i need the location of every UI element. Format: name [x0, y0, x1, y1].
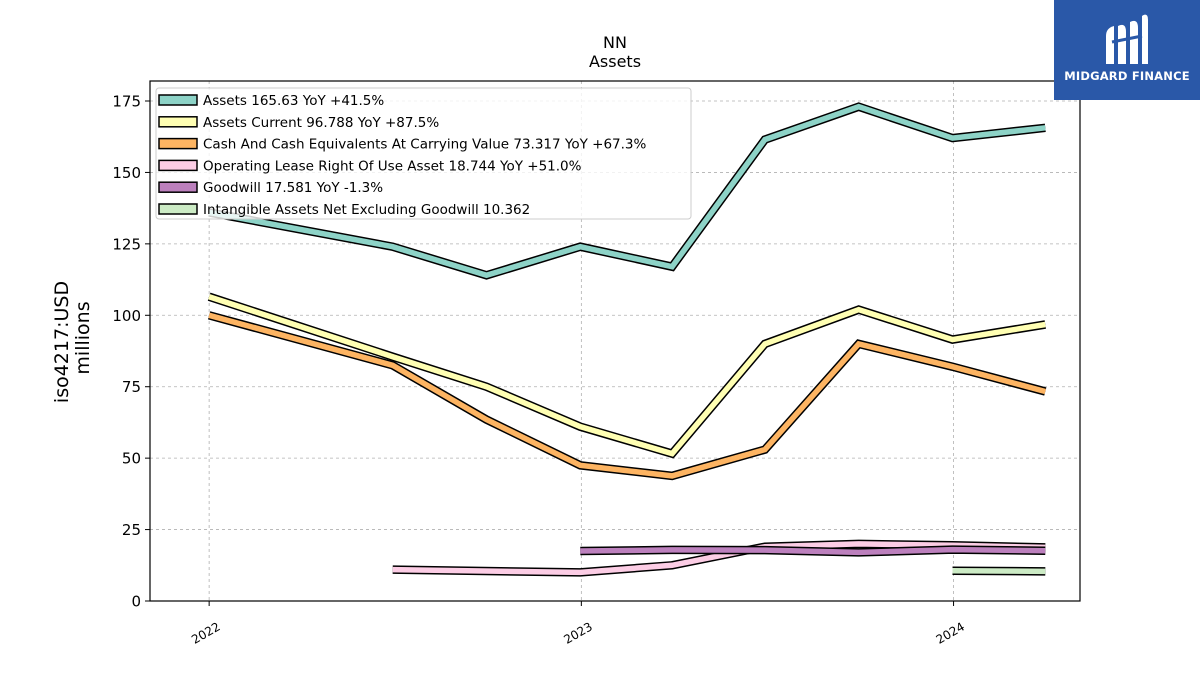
legend-label-intangible-assets-net-excluding-goodwill: Intangible Assets Net Excluding Goodwill…	[203, 202, 530, 218]
y-axis-label: iso4217:USD	[51, 281, 73, 403]
plot-frame	[149, 80, 1081, 602]
chart-title: NN	[603, 33, 627, 52]
x-tick-label: 2024	[934, 619, 967, 646]
y-tick-label: 75	[122, 378, 141, 396]
legend-swatch-intangible-assets-net-excluding-goodwill	[158, 203, 198, 215]
legend-swatch-cash-and-cash-equivalents-at-carrying-value	[158, 137, 198, 150]
y-tick-label: 175	[112, 93, 141, 111]
legend-label-cash-and-cash-equivalents-at-carrying-value: Cash And Cash Equivalents At Carrying Va…	[203, 137, 647, 153]
y-axis-label-units: millions	[72, 301, 94, 374]
legend-swatch-assets-current	[158, 116, 198, 128]
legend-label-assets-current: Assets Current 96.788 YoY +87.5%	[203, 115, 439, 131]
chart-subtitle: Assets	[589, 52, 641, 71]
x-tick-label: 2022	[189, 619, 222, 646]
legend-swatch-goodwill	[158, 181, 198, 193]
legend-label-operating-lease-right-of-use-asset: Operating Lease Right Of Use Asset 18.74…	[203, 158, 582, 174]
legend-label-assets: Assets 165.63 YoY +41.5%	[203, 93, 384, 109]
y-tick-label: 150	[112, 164, 141, 182]
series-outline-assets-current	[207, 292, 1046, 459]
x-tick-label: 2023	[561, 619, 594, 646]
series-line-assets	[208, 103, 1046, 279]
legend-box	[155, 87, 692, 220]
y-tick-label: 0	[131, 593, 141, 611]
y-tick-label: 50	[122, 450, 141, 468]
series-line-intangible-assets-net-excluding-goodwill	[952, 567, 1046, 575]
brand-name: MIDGARD FINANCE	[1064, 69, 1190, 83]
legend: Assets 165.63 YoY +41.5% Assets Current 9…	[155, 87, 692, 220]
y-tick-label: 100	[112, 307, 141, 325]
y-tick-label: 125	[112, 235, 141, 253]
legend-swatch-operating-lease-right-of-use-asset	[158, 159, 198, 172]
brand-mark-icon	[1106, 14, 1148, 65]
series-line-assets-current	[208, 294, 1046, 457]
legend-label-goodwill: Goodwill 17.581 YoY -1.3%	[203, 180, 383, 196]
series-line-cash-and-cash-equivalents-at-carrying-value	[208, 312, 1047, 479]
legend-swatch-assets	[158, 94, 198, 106]
series-layer	[207, 102, 1047, 577]
y-tick-label: 25	[122, 521, 141, 539]
brand-logo: MIDGARD FINANCE	[1054, 0, 1200, 100]
series-line-goodwill	[580, 546, 1046, 556]
